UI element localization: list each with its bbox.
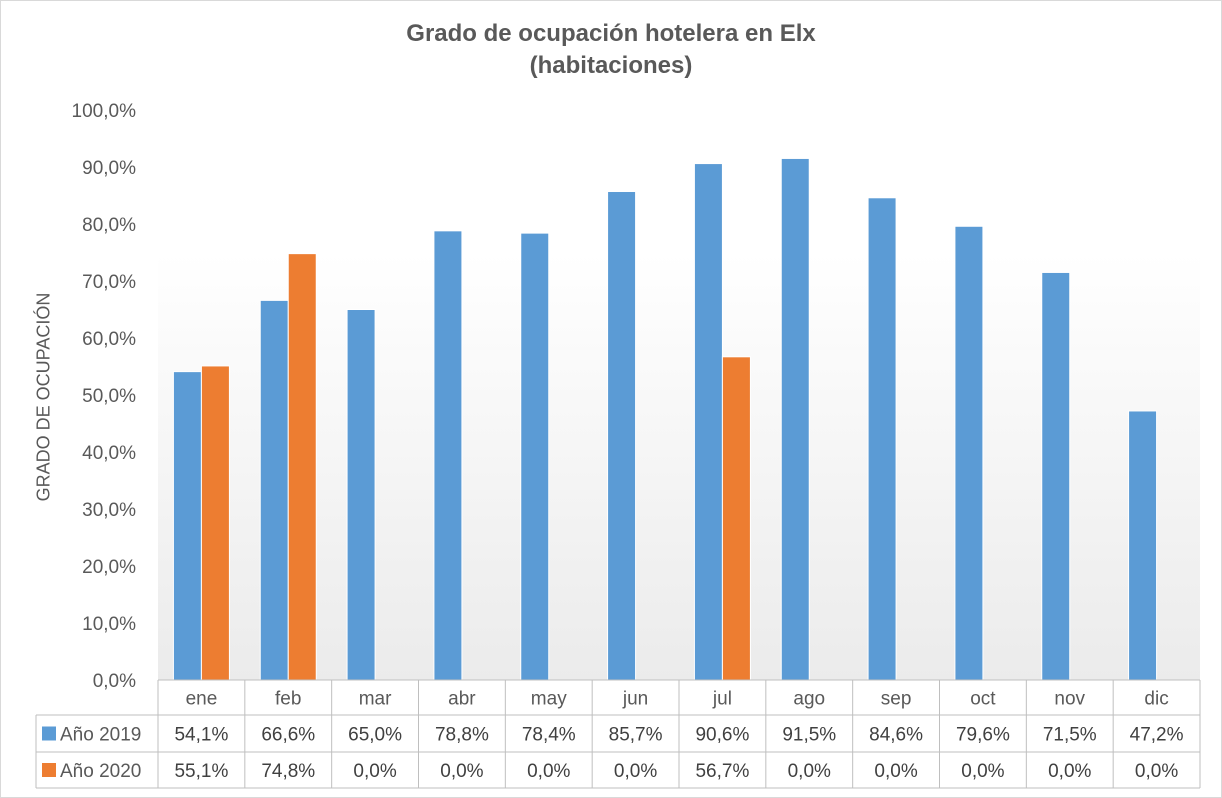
- bar-0-ene: [172, 371, 202, 681]
- y-tick-label: 60,0%: [82, 329, 136, 350]
- legend-entry: Año 2019: [60, 725, 141, 746]
- data-label: 85,7%: [609, 725, 663, 746]
- y-axis-ticks: 0,0% 10,0% 20,0% 30,0% 40,0% 50,0% 60,0% 70,0% 8…: [72, 101, 137, 692]
- data-label: 54,1%: [174, 725, 228, 746]
- y-tick-label: 90,0%: [82, 158, 136, 179]
- bars: [172, 157, 1158, 681]
- bar-0-ago: [780, 157, 810, 681]
- x-tick-label: feb: [275, 689, 301, 710]
- chart-title: Grado de ocupación hotelera en Elx (habi…: [0, 18, 1222, 82]
- x-tick-label: mar: [359, 689, 392, 710]
- data-label: 56,7%: [695, 761, 749, 782]
- x-tick-label: may: [531, 689, 567, 710]
- bar-0-jun: [607, 191, 637, 681]
- y-tick-label: 0,0%: [93, 671, 136, 692]
- bar-1-feb: [287, 253, 317, 681]
- data-label: 84,6%: [869, 725, 923, 746]
- chart-title-main: Grado de ocupación hotelera en Elx: [406, 20, 816, 47]
- x-tick-label: ago: [793, 689, 825, 710]
- data-table: ene feb mar abr may jun jul ago sep oct nov dic Año …: [35, 679, 1201, 789]
- x-tick-label: sep: [881, 689, 912, 710]
- bar-0-mar: [346, 309, 376, 681]
- x-tick-label: ene: [186, 689, 218, 710]
- y-tick-label: 50,0%: [82, 386, 136, 407]
- data-label: 0,0%: [440, 761, 483, 782]
- y-tick-label: 30,0%: [82, 500, 136, 521]
- data-label: 0,0%: [614, 761, 657, 782]
- bar-0-feb: [259, 299, 289, 681]
- x-tick-label: abr: [448, 689, 476, 710]
- data-label: 78,8%: [435, 725, 489, 746]
- chart-subtitle: (habitaciones): [529, 52, 693, 79]
- legend-entry: Año 2020: [60, 761, 141, 782]
- bar-1-ene: [200, 365, 230, 681]
- data-label: 78,4%: [522, 725, 576, 746]
- data-label: 0,0%: [788, 761, 831, 782]
- data-label: 47,2%: [1130, 725, 1184, 746]
- data-label: 0,0%: [527, 761, 570, 782]
- x-tick-label: jul: [712, 689, 732, 710]
- data-label: 74,8%: [261, 761, 315, 782]
- x-tick-label: oct: [970, 689, 996, 710]
- y-tick-label: 100,0%: [72, 101, 137, 122]
- legend-swatch-0: [42, 726, 56, 741]
- data-label: 65,0%: [348, 725, 402, 746]
- data-label: 0,0%: [874, 761, 917, 782]
- data-label: 0,0%: [353, 761, 396, 782]
- bar-0-sep: [867, 197, 897, 681]
- data-label: 55,1%: [174, 761, 228, 782]
- data-label: 91,5%: [782, 725, 836, 746]
- bar-0-jul: [693, 163, 723, 681]
- data-label: 0,0%: [1048, 761, 1091, 782]
- bar-0-dic: [1128, 410, 1158, 681]
- x-tick-label: nov: [1054, 689, 1085, 710]
- y-tick-label: 80,0%: [82, 215, 136, 236]
- data-label: 90,6%: [695, 725, 749, 746]
- bar-0-abr: [433, 230, 463, 681]
- bar-1-jul: [721, 356, 751, 681]
- bar-0-may: [520, 232, 550, 681]
- data-label: 0,0%: [961, 761, 1004, 782]
- data-label: 71,5%: [1043, 725, 1097, 746]
- y-tick-label: 20,0%: [82, 557, 136, 578]
- legend-swatch-1: [42, 763, 56, 777]
- y-tick-label: 10,0%: [82, 614, 136, 635]
- plot-area: [158, 110, 1200, 680]
- bar-0-oct: [954, 225, 984, 681]
- x-tick-label: dic: [1144, 689, 1168, 710]
- bar-0-nov: [1041, 271, 1071, 681]
- data-label: 66,6%: [261, 725, 315, 746]
- y-tick-label: 70,0%: [82, 272, 136, 293]
- y-tick-label: 40,0%: [82, 443, 136, 464]
- x-tick-label: jun: [622, 689, 648, 710]
- data-label: 0,0%: [1135, 761, 1178, 782]
- data-label: 79,6%: [956, 725, 1010, 746]
